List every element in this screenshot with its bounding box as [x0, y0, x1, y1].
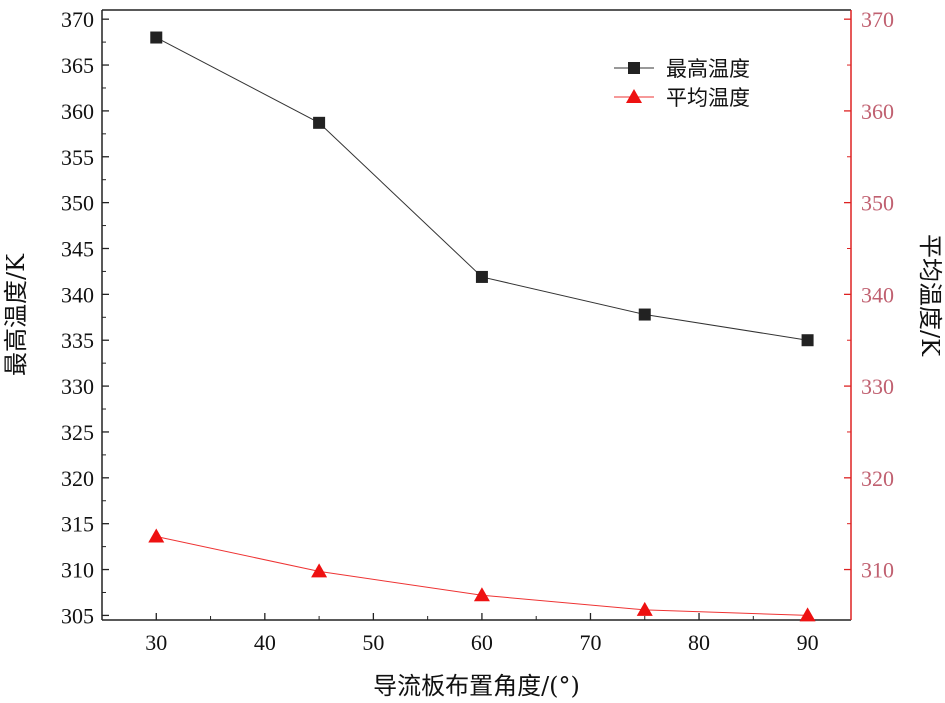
right-tick-label: 350: [861, 191, 894, 216]
left-tick-label: 305: [61, 603, 94, 628]
x-tick-label: 50: [362, 630, 384, 655]
left-tick-label: 330: [61, 374, 94, 399]
x-tick-label: 80: [688, 630, 710, 655]
x-tick-label: 90: [797, 630, 819, 655]
data-point-avg-temp: [148, 528, 165, 543]
x-axis-title: 导流板布置角度/(°): [373, 672, 580, 700]
data-point-avg-temp: [473, 587, 490, 602]
data-point-avg-temp: [311, 563, 328, 578]
legend-label-avg-temp: 平均温度: [666, 86, 750, 110]
left-tick-label: 335: [61, 328, 94, 353]
left-tick-label: 355: [61, 145, 94, 170]
series-markers: [148, 31, 816, 622]
legend-item-avg-temp: 平均温度: [614, 86, 750, 110]
data-point-max-temp: [801, 334, 814, 347]
data-point-avg-temp: [636, 601, 653, 616]
left-tick-label: 365: [61, 53, 94, 78]
data-point-max-temp: [638, 308, 651, 321]
right-tick-label: 340: [861, 282, 894, 307]
x-tick-label: 40: [254, 630, 276, 655]
x-tick-label: 60: [471, 630, 493, 655]
left-tick-label: 370: [61, 7, 94, 32]
left-axis-title: 最高温度/K: [2, 253, 30, 376]
left-tick-label: 345: [61, 236, 94, 261]
data-point-avg-temp: [799, 607, 816, 622]
right-axis-title: 平均温度/K: [916, 234, 944, 357]
right-tick-label: 310: [861, 558, 894, 583]
legend-marker-avg-temp: [626, 89, 642, 103]
left-tick-label: 310: [61, 558, 94, 583]
legend: 最高温度 平均温度: [614, 57, 750, 110]
right-tick-label: 360: [861, 99, 894, 124]
left-tick-label: 315: [61, 512, 94, 537]
left-tick-label: 340: [61, 282, 94, 307]
data-point-max-temp: [150, 31, 163, 44]
series-lines: [156, 37, 808, 616]
series-line-avg-temp: [156, 536, 808, 616]
right-tick-label: 330: [861, 374, 894, 399]
left-tick-label: 325: [61, 420, 94, 445]
left-axis-ticks: 305 310 315 320 325 330 335 340 345 350 355 360 365 3…: [61, 7, 109, 628]
data-point-max-temp: [313, 116, 326, 129]
right-tick-label: 370: [861, 7, 894, 32]
x-tick-label: 30: [145, 630, 167, 655]
left-tick-label: 360: [61, 99, 94, 124]
data-point-max-temp: [475, 270, 488, 283]
left-tick-label: 350: [61, 191, 94, 216]
legend-marker-max-temp: [628, 62, 640, 74]
x-tick-label: 70: [579, 630, 601, 655]
left-tick-label: 320: [61, 466, 94, 491]
right-axis-ticks: 310 320 330 340 350 360 370: [844, 7, 894, 583]
right-tick-label: 320: [861, 466, 894, 491]
legend-item-max-temp: 最高温度: [614, 57, 750, 81]
plot-frame: [101, 9, 852, 621]
series-line-max-temp: [156, 37, 808, 341]
legend-label-max-temp: 最高温度: [666, 57, 750, 81]
